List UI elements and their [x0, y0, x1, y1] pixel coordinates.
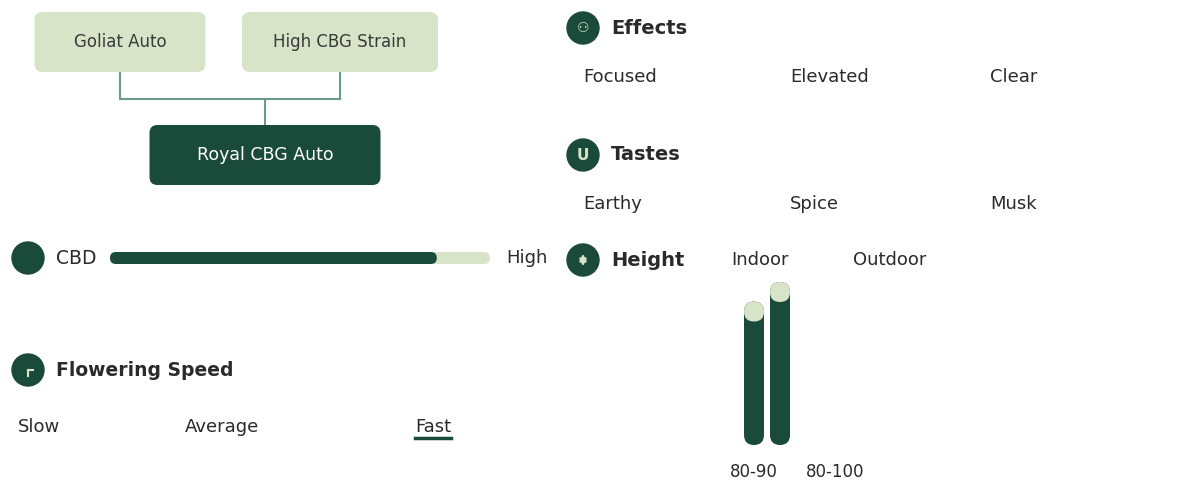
Circle shape [568, 12, 599, 44]
FancyBboxPatch shape [242, 12, 438, 72]
Text: Tastes: Tastes [611, 145, 680, 165]
FancyBboxPatch shape [744, 301, 764, 322]
Text: U: U [577, 147, 589, 163]
Text: High CBG Strain: High CBG Strain [274, 33, 407, 51]
Text: Royal CBG Auto: Royal CBG Auto [197, 146, 334, 164]
FancyBboxPatch shape [110, 252, 490, 264]
Text: Goliat Auto: Goliat Auto [73, 33, 167, 51]
Circle shape [568, 244, 599, 276]
Text: High: High [506, 249, 547, 267]
FancyBboxPatch shape [744, 301, 764, 445]
FancyBboxPatch shape [770, 282, 790, 302]
FancyBboxPatch shape [770, 282, 790, 445]
Circle shape [12, 354, 44, 386]
Text: Slow: Slow [18, 418, 60, 436]
Text: Fast: Fast [415, 418, 451, 436]
Text: 80-90: 80-90 [730, 463, 778, 480]
Text: Clear: Clear [990, 68, 1037, 86]
FancyBboxPatch shape [35, 12, 205, 72]
Text: Earthy: Earthy [583, 195, 642, 213]
Text: 80-100: 80-100 [805, 463, 864, 480]
Text: Effects: Effects [611, 19, 688, 37]
FancyBboxPatch shape [150, 125, 380, 185]
Circle shape [568, 139, 599, 171]
Text: Focused: Focused [583, 68, 656, 86]
Text: Indoor: Indoor [731, 251, 788, 269]
Text: Height: Height [611, 251, 684, 269]
Text: Elevated: Elevated [790, 68, 869, 86]
Text: Musk: Musk [990, 195, 1037, 213]
Text: Outdoor: Outdoor [853, 251, 926, 269]
FancyBboxPatch shape [110, 252, 437, 264]
Text: Spice: Spice [790, 195, 839, 213]
Circle shape [12, 242, 44, 274]
Text: CBD: CBD [56, 249, 96, 267]
Text: ⚇: ⚇ [577, 21, 589, 35]
Text: Flowering Speed: Flowering Speed [56, 360, 234, 380]
Text: Average: Average [185, 418, 259, 436]
